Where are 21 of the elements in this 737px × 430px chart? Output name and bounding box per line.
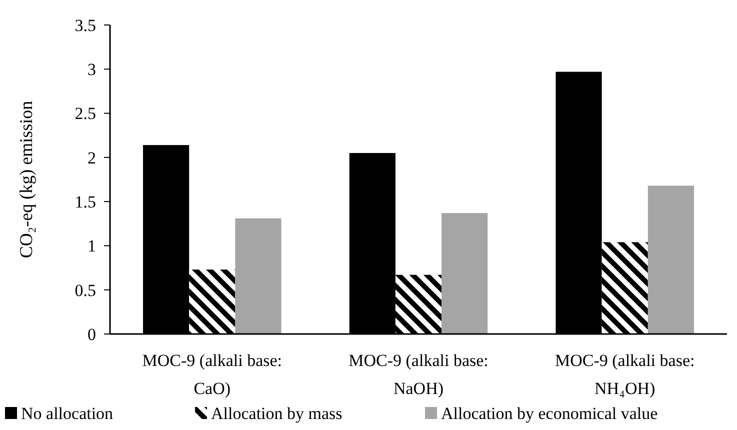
y-tick-label: 0.5 bbox=[74, 280, 96, 300]
x-tick-label: MOC-9 (alkali base: NaOH) bbox=[348, 351, 488, 398]
legend-label: No allocation bbox=[21, 404, 114, 423]
bar bbox=[189, 270, 236, 334]
y-tick-label: 2.5 bbox=[74, 104, 96, 124]
y-axis-title: CO₂-eq (kg) emission bbox=[16, 100, 36, 258]
x-tick-label: MOC-9 (alkali base: CaO) bbox=[142, 351, 282, 398]
bar bbox=[235, 218, 282, 334]
x-tick-label: MOC-9 (alkali base: NH₄OH) bbox=[554, 351, 695, 398]
y-tick-label: 1 bbox=[88, 236, 96, 256]
bar bbox=[442, 213, 488, 334]
y-tick-label: 3.5 bbox=[74, 16, 96, 35]
legend-label: Allocation by economical value bbox=[441, 404, 658, 423]
y-tick-label: 1.5 bbox=[74, 192, 96, 212]
bar bbox=[602, 242, 648, 334]
y-tick-label: 2 bbox=[88, 148, 96, 168]
bar bbox=[395, 274, 442, 334]
y-tick-label: 0 bbox=[88, 324, 96, 344]
bar bbox=[648, 186, 694, 334]
legend-label: Allocation by mass bbox=[211, 404, 342, 423]
y-tick-label: 3 bbox=[88, 60, 96, 80]
